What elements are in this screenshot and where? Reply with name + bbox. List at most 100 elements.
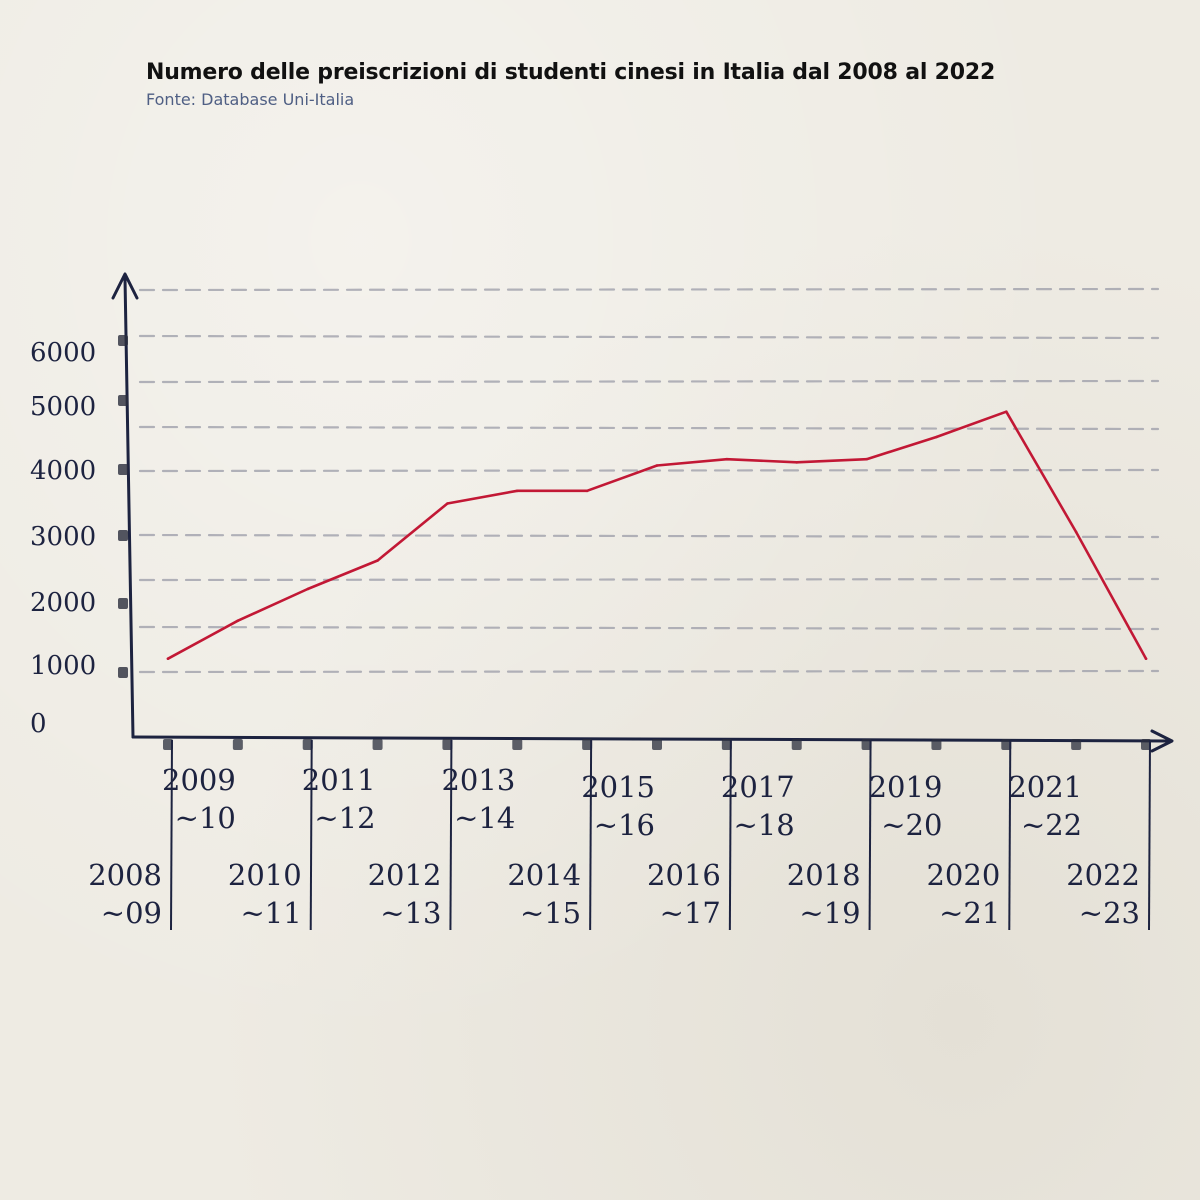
y-tick-mark (118, 598, 128, 609)
y-tick-label: 3000 (30, 522, 96, 552)
x-axis-line (131, 735, 1170, 743)
data-point (446, 502, 449, 505)
x-tick-label-span: ~22 (1021, 808, 1082, 842)
grid-line (138, 287, 1160, 292)
x-tick-mark (302, 739, 313, 750)
x-tick-label-year: 2013 (441, 763, 515, 797)
x-tick-separator (170, 739, 173, 931)
x-tick-label-span: ~11 (241, 896, 302, 930)
x-tick-mark (372, 739, 383, 750)
x-tick-label-year: 2018 (787, 858, 861, 892)
x-tick-mark (721, 739, 732, 750)
x-tick-label-span: ~17 (660, 896, 721, 930)
y-tick-mark (118, 464, 128, 475)
x-tick-label-year: 2014 (507, 858, 581, 892)
data-point (725, 457, 729, 461)
data-point (865, 457, 868, 461)
y-axis-arrow (111, 272, 139, 300)
x-tick-label-span: ~15 (520, 896, 581, 930)
data-point (515, 489, 519, 493)
x-tick-label-year: 2008 (88, 858, 162, 892)
x-tick-mark (652, 739, 662, 750)
x-tick-label-span: ~13 (380, 896, 441, 930)
chart-subtitle: Fonte: Database Uni-Italia (146, 90, 355, 109)
x-tick-separator (868, 739, 872, 931)
x-tick-mark (791, 739, 802, 750)
x-tick-label-year: 2011 (302, 763, 376, 797)
x-tick-label-span: ~10 (175, 801, 236, 835)
x-axis-ticks: 2008 ~09 2009 ~10 2010 ~11 2011 ~12 2012 ~13 2013 ~… (88, 739, 1151, 931)
x-tick-mark (1071, 739, 1082, 750)
x-tick-mark (861, 739, 872, 750)
x-axis-arrow (1150, 729, 1174, 753)
y-axis-ticks: 0 1000 2000 3000 4000 5000 6000 (30, 335, 128, 739)
grid-line (138, 625, 1160, 631)
data-point (1144, 657, 1148, 660)
axes (111, 272, 1174, 753)
x-tick-label-year: 2015 (581, 770, 655, 804)
x-tick-mark (931, 739, 942, 750)
y-tick-mark (118, 395, 128, 406)
x-tick-mark (512, 739, 523, 750)
grid-line (138, 533, 1160, 539)
grid-line (138, 425, 1160, 431)
chart-title: Numero delle preiscrizioni di studenti c… (146, 60, 996, 85)
x-tick-separator (728, 739, 732, 931)
x-tick-mark (1001, 739, 1012, 750)
x-tick-label-span: ~19 (799, 896, 860, 930)
y-tick-mark (118, 530, 128, 541)
x-tick-mark (442, 739, 453, 750)
x-tick-mark (163, 739, 173, 750)
x-tick-separator (1148, 739, 1151, 931)
x-tick-mark (582, 739, 593, 750)
x-tick-separator (449, 739, 453, 931)
data-point (655, 464, 659, 467)
x-tick-label-year: 2010 (228, 858, 302, 892)
grid-line (138, 334, 1160, 340)
y-tick-mark (118, 335, 128, 346)
data-point (306, 587, 310, 591)
x-tick-mark (1141, 739, 1151, 750)
y-tick-mark (118, 667, 128, 678)
x-tick-label-span: ~20 (881, 808, 942, 842)
x-tick-mark (232, 739, 243, 750)
y-tick-label: 5000 (30, 392, 96, 422)
x-tick-label-span: ~16 (594, 808, 655, 842)
x-tick-separator (309, 739, 313, 931)
x-tick-separator (589, 739, 593, 931)
x-tick-label-year: 2020 (926, 858, 1000, 892)
grid-line (138, 379, 1160, 384)
x-tick-label-year: 2012 (368, 858, 442, 892)
data-point (376, 559, 379, 562)
x-tick-separator (1008, 739, 1012, 931)
x-tick-label-span: ~18 (734, 808, 795, 842)
x-tick-label-year: 2021 (1008, 770, 1082, 804)
x-tick-label-span: ~12 (314, 801, 375, 835)
grid-line (138, 577, 1160, 582)
x-tick-label-span: ~21 (939, 896, 1000, 930)
y-tick-label: 1000 (30, 651, 96, 681)
grid-line (138, 468, 1160, 473)
data-point (935, 435, 938, 439)
x-tick-label-year: 2016 (647, 858, 721, 892)
data-point (1004, 410, 1008, 413)
data-point (1074, 530, 1078, 534)
x-tick-label-span: ~14 (454, 801, 515, 835)
x-tick-label-year: 2017 (721, 770, 795, 804)
y-tick-label: 4000 (30, 456, 96, 486)
series-layer (166, 410, 1148, 661)
y-tick-label: 0 (30, 709, 47, 739)
x-tick-label-year: 2009 (162, 763, 236, 797)
x-tick-label-year: 2022 (1066, 858, 1140, 892)
data-point (236, 619, 240, 622)
y-tick-label: 2000 (30, 588, 96, 618)
y-axis-line (123, 276, 135, 739)
data-point (585, 489, 589, 493)
x-tick-label-span: ~23 (1079, 896, 1140, 930)
grid-lines (138, 287, 1160, 674)
data-point (166, 657, 170, 660)
grid-line (138, 669, 1160, 674)
y-tick-label: 6000 (30, 338, 96, 368)
x-tick-label-span: ~09 (101, 896, 162, 930)
